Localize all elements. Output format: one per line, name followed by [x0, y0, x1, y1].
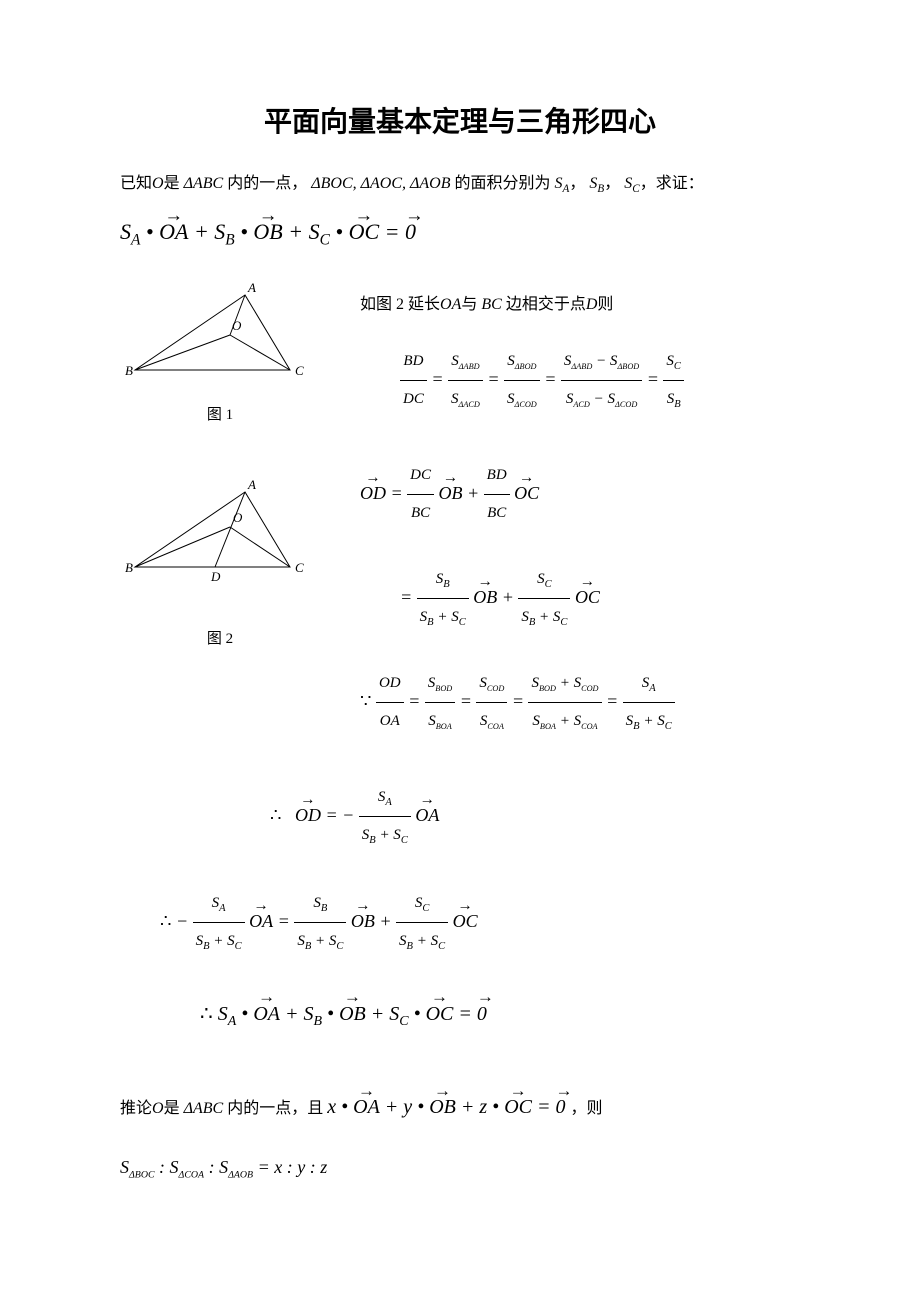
- vec-ob: OB: [253, 219, 282, 245]
- svg-text:O: O: [233, 510, 243, 525]
- frac: DCBC: [407, 457, 434, 533]
- text: 是: [164, 1100, 180, 1117]
- vec-zero: 0: [405, 219, 416, 245]
- term: SA: [120, 219, 140, 244]
- text: 是: [164, 175, 180, 192]
- frac: SBSB + SC: [294, 885, 346, 961]
- svg-text:C: C: [295, 560, 304, 575]
- eq-od1: OD = DCBC OB + BDBC OC: [360, 457, 800, 533]
- plus: +: [288, 219, 303, 244]
- eq: =: [385, 219, 400, 244]
- page-title: 平面向量基本定理与三角形四心: [120, 100, 800, 140]
- corollary-result: SΔBOC : SΔCOA : SΔAOB = x : y : z: [120, 1145, 800, 1190]
- var-tris: ΔBOC, ΔAOC, ΔAOB: [311, 175, 450, 192]
- frac: SCSB: [663, 343, 684, 419]
- text: 的面积分别为: [455, 175, 551, 192]
- dot: •: [240, 219, 248, 244]
- svg-text:D: D: [210, 569, 221, 584]
- text: 已知: [120, 175, 152, 192]
- text: ，则: [570, 1100, 602, 1117]
- text: 则: [597, 296, 613, 313]
- text: 内的一点，且: [227, 1100, 323, 1117]
- text: 如图 2 延长: [360, 296, 440, 313]
- text: 边相交于点: [506, 296, 586, 313]
- problem-statement: 已知O是 ΔABC 内的一点， ΔBOC, ΔAOC, ΔAOB 的面积分别为 …: [120, 170, 800, 199]
- text: ，: [604, 175, 620, 192]
- text: 与: [461, 296, 477, 313]
- vec-oa: OA: [159, 219, 188, 245]
- corollary-statement: 推论O是 ΔABC 内的一点，且 x • OA + y • OB + z • O…: [120, 1089, 800, 1125]
- left-col-2: A B C O D 图 2: [120, 457, 320, 769]
- eq-ratio: BDDC = SΔABDSΔACD = SΔBODSΔCOD = SΔABD −…: [400, 343, 800, 419]
- row-1: A B C O 图 1 如图 2 延长OA与 BC 边相交于点D则 BDDC =…: [120, 280, 800, 447]
- var-O: O: [152, 175, 164, 192]
- eq-final-expand: ∴ − SASB + SC OA = SBSB + SC OB + SCSB +…: [160, 885, 800, 961]
- text: ，求证：: [640, 175, 704, 192]
- text: 内的一点，: [227, 175, 307, 192]
- eq-because: ∵ ODOA = SBODSBOA = SCODSCOA = SBOD + SC…: [360, 665, 800, 741]
- frac: SΔABD − SΔBODSACD − SΔCOD: [561, 343, 642, 419]
- plus: +: [194, 219, 209, 244]
- vec-oc: OC: [349, 219, 380, 245]
- row-2: A B C O D 图 2 OD = DCBC OB + BDBC OC = S…: [120, 457, 800, 769]
- var-sb: SB: [589, 175, 604, 192]
- frac: SΔBODSΔCOD: [504, 343, 540, 419]
- note-line: 如图 2 延长OA与 BC 边相交于点D则: [360, 285, 800, 325]
- text: 推论: [120, 1100, 152, 1117]
- term: SB: [214, 219, 234, 244]
- dot: •: [146, 219, 154, 244]
- corollary-section: 推论O是 ΔABC 内的一点，且 x • OA + y • OB + z • O…: [120, 1089, 800, 1190]
- svg-text:A: A: [247, 477, 256, 492]
- caption-fig1: 图 1: [120, 403, 320, 424]
- frac: BDBC: [484, 457, 510, 533]
- corollary-eq: x • OA + y • OB + z • OC = 0: [327, 1096, 570, 1118]
- frac: SBOD + SCODSBOA + SCOA: [528, 665, 601, 741]
- caption-fig2: 图 2: [120, 627, 320, 648]
- frac: SCODSCOA: [476, 665, 507, 741]
- frac: SΔABDSΔACD: [448, 343, 483, 419]
- frac: SASB + SC: [193, 885, 245, 961]
- var-tri: ΔABC: [184, 175, 224, 192]
- frac: SASB + SC: [359, 779, 411, 855]
- vec-od: OD: [360, 471, 386, 516]
- main-equation: SA • OA + SB • OB + SC • OC = 0: [120, 219, 800, 249]
- var: BC: [481, 296, 501, 313]
- svg-text:B: B: [125, 363, 133, 378]
- right-col-2: OD = DCBC OB + BDBC OC = SBSB + SC OB + …: [360, 457, 800, 769]
- right-col-1: 如图 2 延长OA与 BC 边相交于点D则 BDDC = SΔABDSΔACD …: [360, 280, 800, 447]
- var: D: [586, 296, 598, 313]
- eq-od2: = SBSB + SC OB + SCSB + SC OC: [400, 561, 800, 637]
- svg-text:O: O: [232, 318, 242, 333]
- var: OA: [440, 296, 461, 313]
- eq-therefore-od: ∴ OD = − SASB + SC OA: [270, 779, 800, 855]
- left-col-1: A B C O 图 1: [120, 280, 320, 447]
- frac: SBODSBOA: [425, 665, 455, 741]
- frac: SBSB + SC: [417, 561, 469, 637]
- frac: SASB + SC: [623, 665, 675, 741]
- svg-text:B: B: [125, 560, 133, 575]
- dot: •: [335, 219, 343, 244]
- frac: SCSB + SC: [396, 885, 448, 961]
- diagram-2: A B C O D: [120, 477, 310, 587]
- svg-text:C: C: [295, 363, 304, 378]
- diagram-1: A B C O: [120, 280, 310, 390]
- eq-final: ∴ SA • OA + SB • OB + SC • OC = 0: [200, 989, 800, 1039]
- text: ，: [569, 175, 585, 192]
- term: SC: [309, 219, 330, 244]
- var-sc: SC: [624, 175, 639, 192]
- frac: SCSB + SC: [518, 561, 570, 637]
- var-O: O: [152, 1100, 164, 1117]
- frac: BDDC: [400, 343, 427, 419]
- var-tri: ΔABC: [184, 1100, 224, 1117]
- frac: ODOA: [376, 665, 404, 741]
- var-sa: SA: [555, 175, 570, 192]
- svg-text:A: A: [247, 280, 256, 295]
